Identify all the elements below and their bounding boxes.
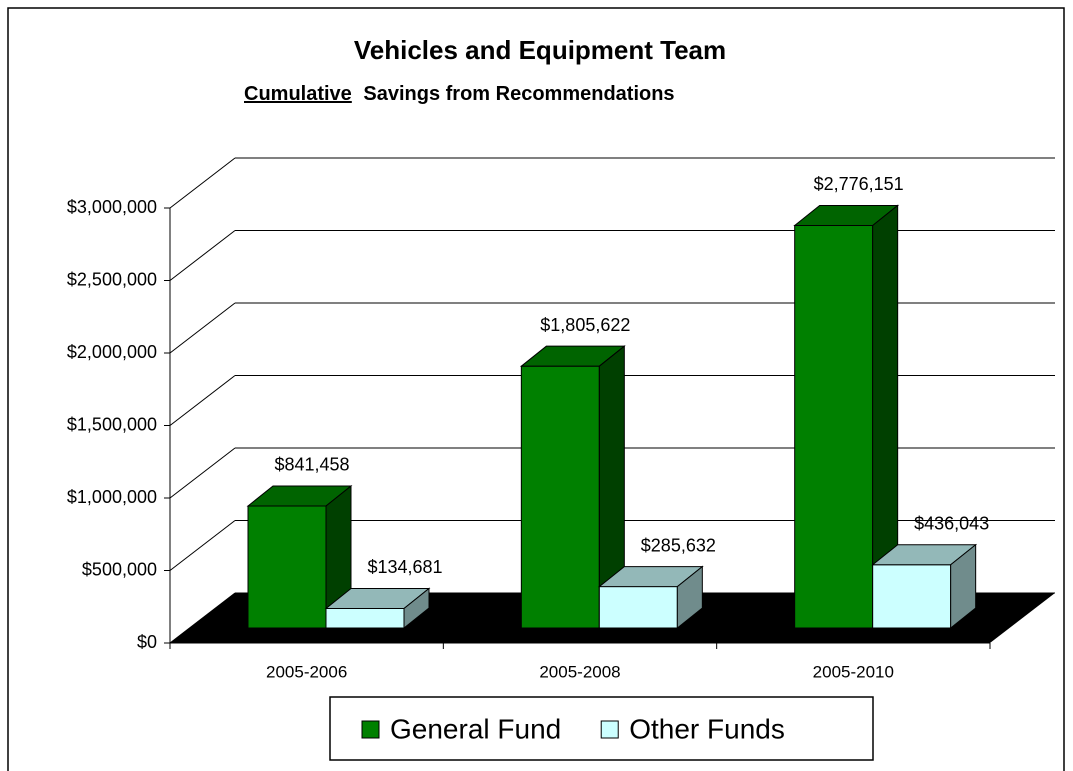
x-tick-label: 2005-2010 — [813, 662, 894, 681]
grid-line-side — [169, 447, 236, 499]
y-tick-label: $2,000,000 — [67, 342, 157, 362]
y-tick-label: $1,500,000 — [67, 414, 157, 434]
bar-front — [247, 505, 327, 629]
y-tick-label: $3,000,000 — [67, 197, 157, 217]
chart-title: Vehicles and Equipment Team — [354, 35, 726, 65]
bar-side — [676, 565, 703, 630]
y-tick-label: $1,000,000 — [67, 487, 157, 507]
grid-line-side — [169, 592, 236, 644]
y-tick-label: $0 — [137, 632, 157, 652]
bar-front — [794, 224, 874, 629]
y-tick-label: $500,000 — [82, 559, 157, 579]
bar — [597, 565, 704, 630]
bar — [324, 587, 431, 630]
legend-swatch — [600, 720, 619, 739]
legend-label: General Fund — [390, 713, 561, 744]
data-label: $1,805,622 — [540, 315, 630, 335]
data-label: $134,681 — [367, 557, 442, 577]
bar-front — [598, 586, 678, 629]
data-label: $436,043 — [914, 514, 989, 534]
x-tick-label: 2005-2006 — [266, 662, 347, 681]
grid-line-side — [169, 302, 236, 354]
legend-label: Other Funds — [629, 713, 785, 744]
bar-side — [950, 543, 977, 630]
data-label: $2,776,151 — [814, 174, 904, 194]
chart-subtitle: Cumulative Savings from Recommendations — [244, 83, 675, 105]
bar — [871, 543, 978, 630]
x-tick-label: 2005-2008 — [539, 662, 620, 681]
bar — [793, 204, 900, 630]
legend-swatch — [361, 720, 380, 739]
bar — [519, 345, 626, 630]
bar — [246, 484, 353, 630]
data-label: $285,632 — [641, 535, 716, 555]
grid-line-side — [169, 520, 236, 571]
grid-line-side — [169, 157, 236, 209]
y-tick-label: $2,500,000 — [67, 269, 157, 289]
subtitle-emphasis: Cumulative — [244, 83, 352, 105]
bar-side — [403, 587, 430, 630]
bar-front — [520, 365, 600, 629]
grid-line-side — [169, 375, 236, 426]
data-label: $841,458 — [274, 455, 349, 475]
subtitle-rest: Savings from Recommendations — [363, 83, 674, 105]
bar-front — [325, 607, 405, 629]
grid-line-side — [169, 230, 236, 281]
bar-front — [872, 564, 952, 629]
